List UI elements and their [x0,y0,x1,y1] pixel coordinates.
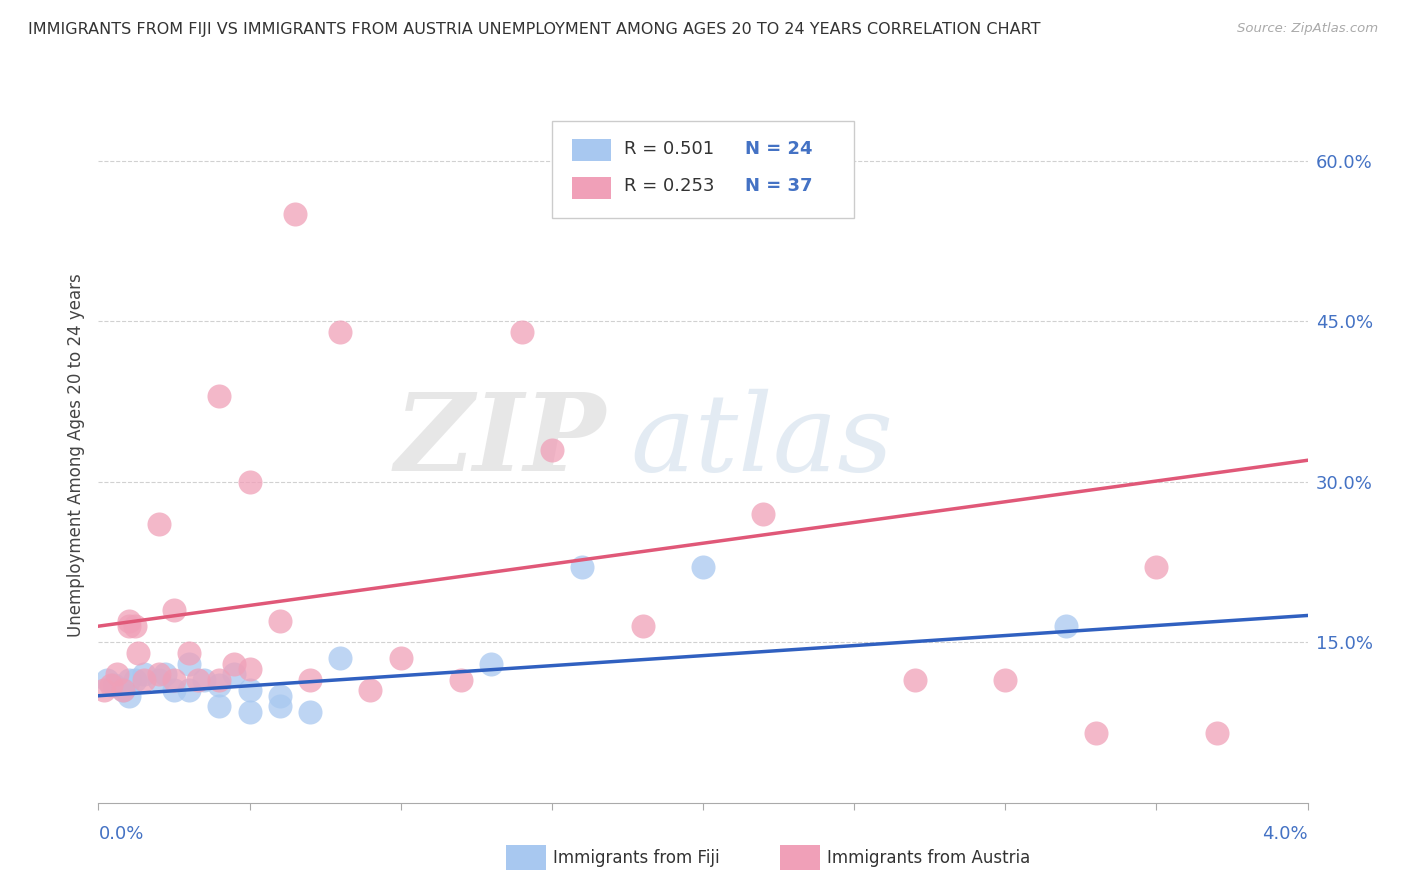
Text: R = 0.253: R = 0.253 [624,178,714,195]
Point [224,667,246,681]
Point [631,619,654,633]
Point [1206,726,1229,740]
Point [904,673,927,687]
Text: IMMIGRANTS FROM FIJI VS IMMIGRANTS FROM AUSTRIA UNEMPLOYMENT AMONG AGES 20 TO 24: IMMIGRANTS FROM FIJI VS IMMIGRANTS FROM … [28,22,1040,37]
Point [132,673,155,687]
Point [93,683,115,698]
Point [329,325,352,339]
Point [329,651,352,665]
Point [105,667,128,681]
Point [510,325,533,339]
Point [163,683,186,698]
Point [239,705,262,719]
Point [118,673,141,687]
Point [1146,560,1168,574]
Point [208,673,231,687]
Point [481,657,503,671]
Point [118,614,141,628]
Point [187,673,209,687]
Text: 0.0%: 0.0% [98,825,143,843]
Point [269,689,291,703]
Text: ZIP: ZIP [395,388,606,494]
Point [208,389,231,403]
FancyBboxPatch shape [572,139,612,161]
Text: Immigrants from Austria: Immigrants from Austria [827,849,1031,867]
Point [163,673,186,687]
Point [239,683,262,698]
Point [163,603,186,617]
Point [153,667,176,681]
FancyBboxPatch shape [553,121,855,219]
Point [208,678,231,692]
Point [224,657,246,671]
Point [179,683,201,698]
Point [127,646,149,660]
Point [124,619,146,633]
Point [208,699,231,714]
Point [269,699,291,714]
Point [994,673,1017,687]
Text: Immigrants from Fiji: Immigrants from Fiji [553,849,720,867]
Point [179,657,201,671]
Text: N = 37: N = 37 [745,178,813,195]
Point [1054,619,1077,633]
Point [100,678,122,692]
Point [541,442,564,457]
Point [450,673,472,687]
Point [148,673,170,687]
Point [389,651,412,665]
Point [103,678,125,692]
Text: 4.0%: 4.0% [1263,825,1308,843]
Point [111,683,134,698]
Point [284,207,307,221]
Text: atlas: atlas [630,388,893,493]
Text: N = 24: N = 24 [745,140,813,158]
Point [239,662,262,676]
Point [132,667,155,681]
Text: Source: ZipAtlas.com: Source: ZipAtlas.com [1237,22,1378,36]
Text: R = 0.501: R = 0.501 [624,140,714,158]
Point [193,673,215,687]
Point [752,507,775,521]
Point [692,560,714,574]
FancyBboxPatch shape [572,177,612,199]
Point [360,683,382,698]
Point [96,673,118,687]
Y-axis label: Unemployment Among Ages 20 to 24 years: Unemployment Among Ages 20 to 24 years [66,273,84,637]
Point [148,517,170,532]
Point [239,475,262,489]
Point [118,619,141,633]
Point [299,705,322,719]
Point [111,683,134,698]
Point [124,673,146,687]
Point [299,673,322,687]
Point [148,667,170,681]
Point [571,560,593,574]
Point [269,614,291,628]
Point [118,689,141,703]
Point [1085,726,1108,740]
Point [179,646,201,660]
